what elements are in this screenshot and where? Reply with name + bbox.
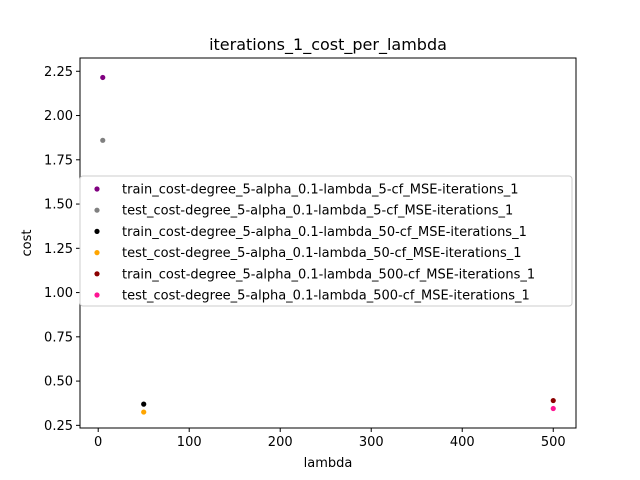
data-point-series-4 (141, 409, 147, 415)
y-tick-label: 1.25 (44, 242, 73, 257)
legend-box (79, 175, 573, 307)
data-point-series-6 (550, 405, 556, 412)
legend-marker-series-2 (94, 207, 100, 213)
data-point-series-5 (550, 397, 556, 404)
x-tick-label: 300 (359, 435, 384, 450)
legend-entries: train_cost-degree_5-alpha_0.1-lambda_5-c… (94, 183, 535, 304)
y-axis-ticks: 0.25 0.50 0.75 1.00 1.25 1.50 1.75 2.00 2.25 (44, 65, 80, 434)
data-point-series-2 (100, 137, 106, 143)
x-axis-label: lambda (304, 456, 353, 471)
y-tick-label: 1.00 (44, 286, 73, 301)
y-tick-label: 2.25 (44, 65, 73, 80)
legend: train_cost-degree_5-alpha_0.1-lambda_5-c… (79, 175, 573, 307)
x-tick-label: 400 (450, 435, 475, 450)
chart-title: iterations_1_cost_per_lambda (209, 35, 447, 55)
legend-marker-series-3 (94, 228, 100, 234)
legend-marker-series-5 (94, 271, 100, 277)
x-tick-label: 100 (177, 435, 202, 450)
y-tick-label: 0.50 (44, 375, 73, 390)
legend-label-series-3: train_cost-degree_5-alpha_0.1-lambda_50-… (122, 225, 527, 240)
data-points (100, 74, 556, 415)
legend-marker-series-1 (94, 186, 100, 192)
y-tick-label: 2.00 (44, 109, 73, 124)
data-point-series-1 (100, 74, 106, 81)
y-axis-label: cost (20, 230, 35, 257)
x-axis-ticks: 0 100 200 300 400 500 (94, 428, 566, 450)
data-point-series-3 (141, 401, 147, 407)
legend-label-series-5: train_cost-degree_5-alpha_0.1-lambda_500… (122, 267, 535, 282)
x-tick-label: 200 (268, 435, 293, 450)
legend-marker-series-6 (94, 292, 100, 298)
y-tick-label: 0.25 (44, 419, 73, 434)
y-tick-label: 1.75 (44, 153, 73, 168)
x-tick-label: 500 (541, 435, 566, 450)
legend-label-series-4: test_cost-degree_5-alpha_0.1-lambda_50-c… (122, 246, 522, 261)
y-tick-label: 0.75 (44, 330, 73, 345)
legend-label-series-6: test_cost-degree_5-alpha_0.1-lambda_500-… (122, 289, 530, 304)
legend-marker-series-4 (94, 250, 100, 256)
legend-label-series-1: train_cost-degree_5-alpha_0.1-lambda_5-c… (122, 183, 519, 198)
legend-label-series-2: test_cost-degree_5-alpha_0.1-lambda_5-cf… (122, 204, 513, 219)
y-tick-label: 1.50 (44, 198, 73, 213)
x-tick-label: 0 (94, 435, 102, 450)
